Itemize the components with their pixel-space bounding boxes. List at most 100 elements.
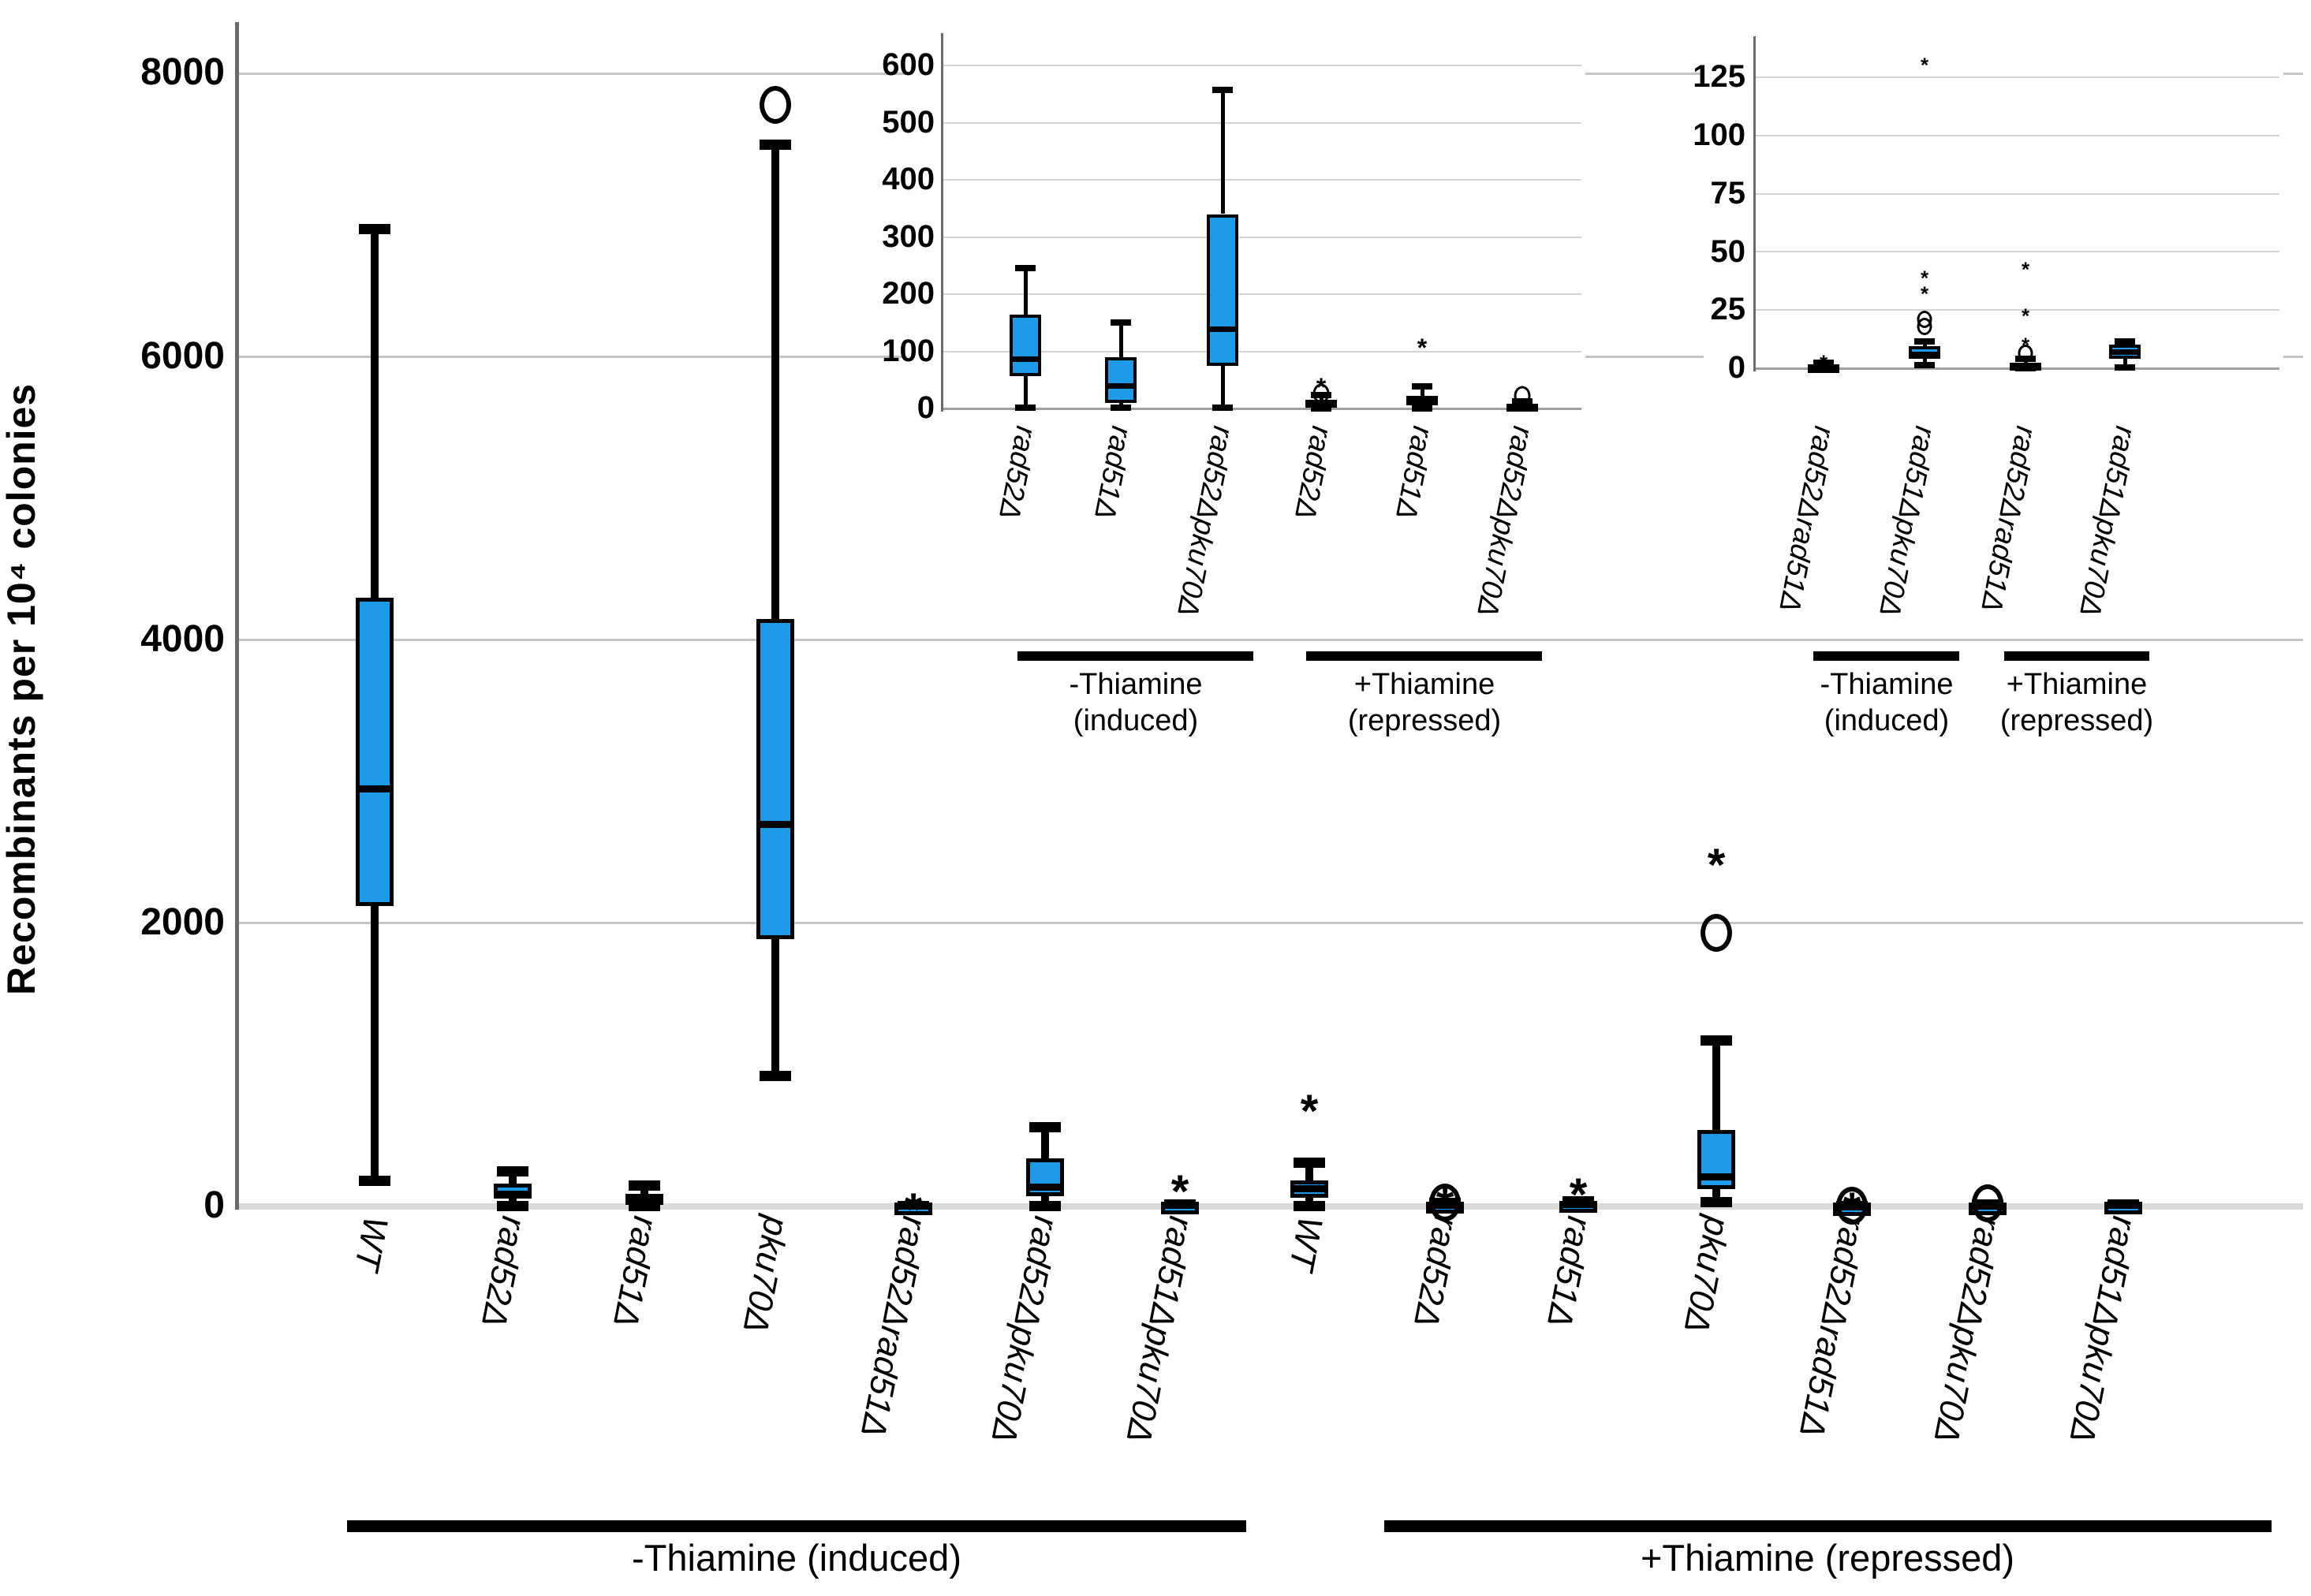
whisker [1041, 1127, 1049, 1158]
group-label-line: -Thiamine [1820, 668, 1954, 701]
whisker [1220, 90, 1225, 214]
outlier-circle-icon [1312, 383, 1330, 404]
whisker-cap [1701, 1035, 1732, 1046]
median-line [2104, 1202, 2142, 1210]
whisker-cap [1212, 404, 1233, 411]
group-label-line: (induced) [1824, 704, 1950, 737]
outlier-circle-icon [2018, 344, 2033, 362]
whisker-cap [1701, 1197, 1732, 1208]
x-tick-label: rad51Δ [605, 1213, 665, 1331]
whisker-cap [1914, 338, 1935, 345]
box [1010, 315, 1041, 376]
whisker-cap [629, 1180, 660, 1191]
x-tick-label: rad52Δpku70Δ [1170, 423, 1240, 620]
outlier-star-icon: * [1569, 1169, 1588, 1221]
y-tick-label: 100 [882, 334, 935, 368]
outlier-circle-icon [1514, 386, 1531, 406]
outlier-star-icon: * [1436, 1179, 1454, 1231]
whisker-cap [1029, 1122, 1061, 1133]
group-bar [1017, 651, 1253, 661]
gridline [1755, 309, 2279, 311]
whisker [1712, 1040, 1720, 1130]
outlier-star-icon: * [1170, 1166, 1189, 1218]
y-tick-label: 300 [882, 219, 935, 254]
y-tick-label: 8000 [140, 51, 225, 93]
group-label-line: +Thiamine [1353, 668, 1495, 701]
median-line [1406, 398, 1438, 405]
median-line [1010, 356, 1041, 363]
outlier-star-icon: * [1920, 266, 1929, 290]
x-tick-label: pku70Δ [1676, 1213, 1737, 1337]
median-line [356, 785, 394, 792]
x-tick-label: rad52Δ [1406, 1213, 1465, 1331]
gridline [237, 1203, 2303, 1210]
outlier-star-icon: * [1316, 372, 1327, 401]
x-tick-label: rad52Δpku70Δ [1926, 1213, 2008, 1447]
box [756, 618, 794, 939]
whisker-cap [760, 1071, 791, 1082]
group-label-line: (repressed) [1999, 704, 2154, 737]
y-tick-label: 25 [1710, 292, 1746, 326]
outlier-star-icon: * [2021, 304, 2030, 328]
y-tick-label: 0 [1727, 350, 1745, 385]
median-line [1207, 326, 1238, 333]
median-line [2010, 363, 2041, 369]
outlier-circle-icon [1917, 311, 1932, 328]
median-line [1105, 382, 1137, 389]
whisker-cap [1294, 1157, 1325, 1168]
group-label-line: +Thiamine (repressed) [1640, 1537, 2015, 1579]
median-line [625, 1197, 663, 1205]
x-tick-label: rad52Δ [992, 423, 1043, 523]
gridline [943, 351, 1581, 352]
x-tick-label: rad51Δpku70Δ [1118, 1213, 1200, 1447]
gridline [943, 237, 1581, 238]
whisker [509, 1171, 517, 1184]
outlier-circle-icon [1972, 1184, 2003, 1223]
gridline [943, 179, 1581, 181]
whisker-cap [1212, 87, 1233, 94]
group-bar [1306, 651, 1542, 661]
whisker [1420, 386, 1424, 397]
group-label: -Thiamine (induced) [632, 1536, 961, 1580]
y-tick-label: 0 [203, 1184, 225, 1226]
group-label: -Thiamine (induced) [1820, 666, 1954, 739]
median-line [894, 1203, 932, 1210]
outlier-star-icon: * [1819, 350, 1828, 375]
outlier-star-icon: * [2021, 333, 2030, 357]
whisker [1118, 323, 1123, 357]
y-axis-line [1753, 36, 1756, 371]
group-label: +Thiamine (repressed) [1641, 1536, 2014, 1580]
box [1105, 356, 1137, 403]
median-line [1697, 1173, 1735, 1180]
group-bar [1384, 1520, 2272, 1532]
median-line [756, 820, 794, 828]
whisker-cap [359, 1176, 390, 1187]
gridline [943, 293, 1581, 295]
gridline [1755, 193, 2279, 195]
median-line [1161, 1202, 1199, 1210]
outlier-circle-icon [760, 85, 791, 124]
outlier-star-icon: * [904, 1184, 923, 1236]
x-tick-label: rad51Δpku70Δ [2062, 1213, 2144, 1447]
x-tick-label: rad51Δ [1539, 1213, 1599, 1331]
whisker-cap [359, 224, 390, 235]
median-line [1305, 402, 1337, 408]
x-tick-label: WT [1281, 1213, 1330, 1274]
outlier-circle-icon [1701, 914, 1732, 953]
x-tick-label: rad52Δrad51Δ [1975, 423, 2043, 615]
whisker-cap [1412, 405, 1432, 412]
whisker-cap [497, 1201, 528, 1212]
x-tick-label: rad52Δrad51Δ [853, 1213, 934, 1441]
whisker [2122, 359, 2127, 367]
median-line [1026, 1183, 1064, 1191]
group-label-line: (repressed) [1347, 704, 1502, 737]
x-tick-label: rad52Δrad51Δ [1773, 423, 1841, 615]
whisker-cap [497, 1166, 528, 1177]
whisker-cap [1914, 361, 1935, 368]
gridline [237, 639, 2303, 641]
outlier-star-icon: * [1920, 53, 1929, 77]
group-label-line: (induced) [1073, 704, 1199, 737]
gridline [943, 65, 1581, 66]
gridline [1755, 135, 2279, 136]
y-axis-line [235, 22, 239, 1210]
